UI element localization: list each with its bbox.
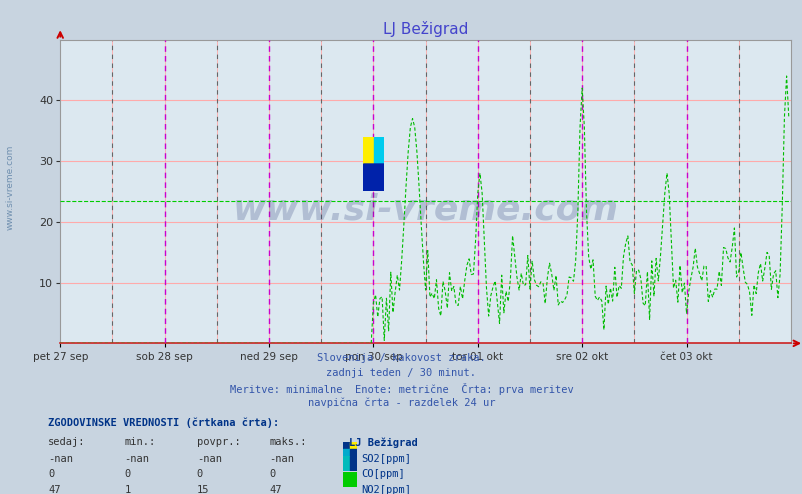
Text: 0: 0 [196,469,203,479]
Bar [350,442,357,449]
Bar [342,442,350,449]
Text: 0: 0 [48,469,55,479]
Text: NO2[ppm]: NO2[ppm] [361,485,411,494]
Text: CO[ppm]: CO[ppm] [361,469,404,479]
Text: SO2[ppm]: SO2[ppm] [361,454,411,464]
Text: 0: 0 [269,469,275,479]
Text: www.si-vreme.com: www.si-vreme.com [5,145,14,230]
Text: 0: 0 [124,469,131,479]
Text: Meritve: minimalne  Enote: metrične  Črta: prva meritev: Meritve: minimalne Enote: metrične Črta:… [229,383,573,395]
Text: ZGODOVINSKE VREDNOSTI (črtkana črta):: ZGODOVINSKE VREDNOSTI (črtkana črta): [48,417,279,428]
Text: -nan: -nan [269,454,294,464]
Title: LJ Bežigrad: LJ Bežigrad [383,21,468,37]
Bar [363,137,373,164]
Bar [342,456,350,471]
Text: -nan: -nan [48,454,73,464]
Polygon shape [363,164,383,192]
Text: 1: 1 [124,485,131,494]
Text: sedaj:: sedaj: [48,437,86,447]
Text: navpična črta - razdelek 24 ur: navpična črta - razdelek 24 ur [307,398,495,408]
Text: -nan: -nan [124,454,149,464]
Text: LJ Bežigrad: LJ Bežigrad [349,437,418,448]
Bar [363,164,383,192]
Bar [350,456,357,471]
Bar [350,449,357,456]
Text: www.si-vreme.com: www.si-vreme.com [233,193,618,227]
Text: -nan: -nan [196,454,221,464]
Text: min.:: min.: [124,437,156,447]
Text: zadnji teden / 30 minut.: zadnji teden / 30 minut. [326,368,476,378]
Text: povpr.:: povpr.: [196,437,240,447]
Text: maks.:: maks.: [269,437,306,447]
Bar [342,449,350,456]
Bar [373,137,383,164]
Text: 47: 47 [269,485,282,494]
Text: Slovenija / kakovost zraka.: Slovenija / kakovost zraka. [317,353,485,363]
Text: 47: 47 [48,485,61,494]
Text: 15: 15 [196,485,209,494]
